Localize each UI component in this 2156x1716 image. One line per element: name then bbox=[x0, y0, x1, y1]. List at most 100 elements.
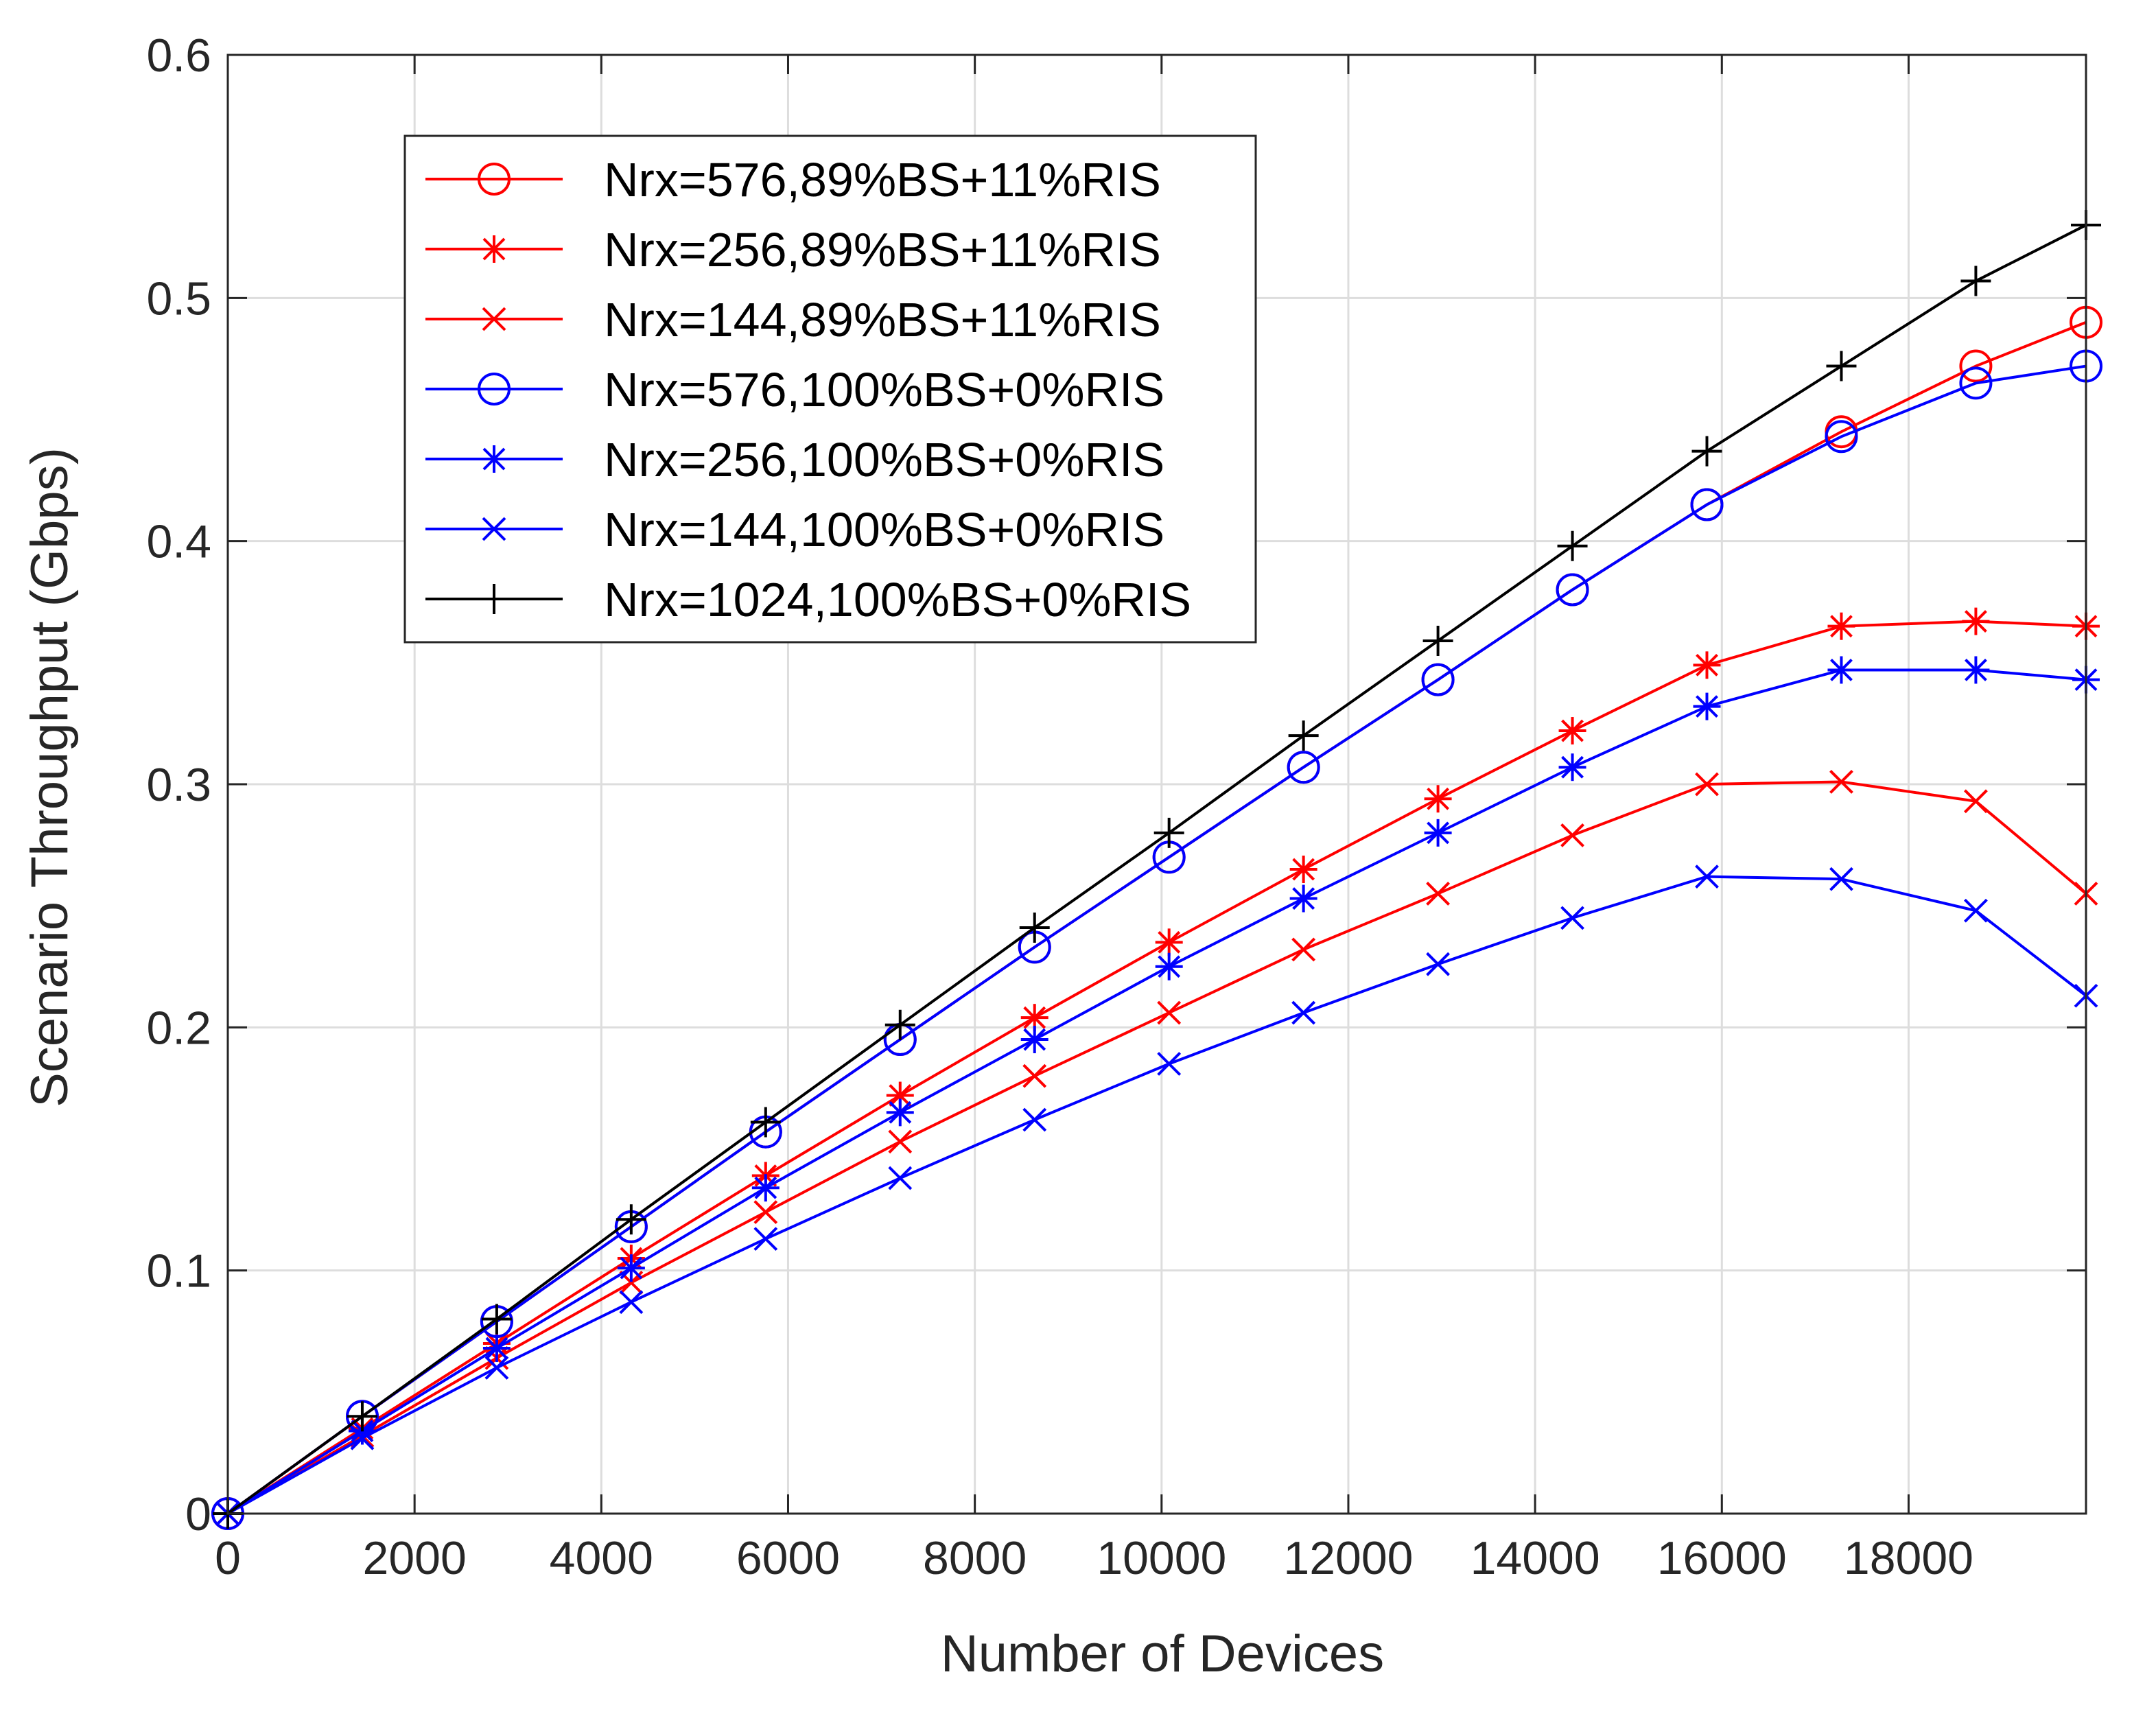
data-point bbox=[1020, 1004, 1048, 1032]
legend-marker bbox=[478, 373, 511, 406]
legend-label: Nrx=144,100%BS+0%RIS bbox=[604, 503, 1164, 556]
y-tick-label: 0.4 bbox=[146, 516, 211, 568]
axes-layer bbox=[226, 54, 2087, 1515]
x-tick-label: 10000 bbox=[1097, 1532, 1226, 1584]
data-point bbox=[1560, 906, 1584, 930]
data-point bbox=[888, 1166, 913, 1190]
legend-label: Nrx=144,89%BS+11%RIS bbox=[604, 293, 1161, 346]
data-point bbox=[1157, 1000, 1182, 1025]
legend-marker bbox=[482, 307, 506, 331]
data-point bbox=[1426, 952, 1451, 976]
x-tick-label: 16000 bbox=[1657, 1532, 1787, 1584]
data-point bbox=[1695, 772, 1719, 797]
data-point bbox=[1558, 753, 1586, 781]
x-tick-label: 18000 bbox=[1844, 1532, 1973, 1584]
x-tick-label: 14000 bbox=[1470, 1532, 1600, 1584]
data-point bbox=[1155, 952, 1183, 980]
data-point bbox=[1020, 1026, 1048, 1054]
data-point bbox=[617, 1254, 645, 1282]
legend-item: Nrx=144,89%BS+11%RIS bbox=[425, 293, 1161, 346]
legend-marker bbox=[482, 517, 506, 541]
legend-marker bbox=[480, 235, 508, 263]
data-point bbox=[1825, 420, 1858, 454]
data-point bbox=[1022, 1063, 1047, 1088]
data-point bbox=[1556, 573, 1589, 607]
legend-item: Nrx=256,89%BS+11%RIS bbox=[425, 223, 1161, 277]
x-tick-label: 2000 bbox=[363, 1532, 467, 1584]
data-point bbox=[1962, 607, 1990, 635]
legend-item: Nrx=576,100%BS+0%RIS bbox=[425, 363, 1164, 416]
data-point bbox=[1153, 817, 1184, 848]
data-point bbox=[1424, 785, 1452, 813]
data-point bbox=[350, 1426, 375, 1450]
x-tick-label: 6000 bbox=[736, 1532, 840, 1584]
data-point bbox=[1022, 1107, 1047, 1132]
data-point bbox=[753, 1227, 778, 1251]
legend-item: Nrx=256,100%BS+0%RIS bbox=[425, 433, 1164, 486]
data-point bbox=[1829, 770, 1853, 794]
data-point bbox=[484, 1355, 509, 1380]
plot-area-frame bbox=[226, 54, 2087, 1515]
legend-label: Nrx=256,100%BS+0%RIS bbox=[604, 433, 1164, 486]
data-point bbox=[481, 1304, 512, 1335]
data-point bbox=[616, 1204, 646, 1235]
x-axis-label: Number of Devices bbox=[941, 1625, 1384, 1683]
data-point bbox=[884, 1009, 915, 1040]
series-layer bbox=[211, 210, 2102, 1530]
data-point bbox=[1157, 1052, 1182, 1076]
data-point bbox=[619, 1290, 644, 1315]
y-tick-label: 0.5 bbox=[146, 272, 211, 325]
y-tick-label: 0.2 bbox=[146, 1002, 211, 1054]
x-tick-label: 12000 bbox=[1283, 1532, 1413, 1584]
data-point bbox=[1964, 789, 1988, 814]
data-point bbox=[1964, 898, 1988, 923]
x-tick-label: 0 bbox=[215, 1532, 241, 1584]
data-point bbox=[1422, 625, 1453, 656]
y-tick-label: 0 bbox=[185, 1488, 211, 1540]
data-point bbox=[751, 1174, 780, 1202]
data-point bbox=[1291, 1000, 1316, 1025]
series-6 bbox=[215, 865, 2098, 1526]
y-tick-label: 0.3 bbox=[146, 759, 211, 811]
data-point bbox=[1288, 720, 1319, 751]
y-tick-label: 0.1 bbox=[146, 1245, 211, 1297]
x-tick-label: 8000 bbox=[923, 1532, 1027, 1584]
data-point bbox=[1424, 819, 1452, 847]
tick-labels: 0 2000 4000 6000 8000 10000 12000 14000 16000 180… bbox=[146, 30, 1973, 1584]
data-point bbox=[1155, 928, 1183, 956]
data-point bbox=[1829, 867, 1853, 891]
data-point bbox=[1287, 751, 1320, 784]
data-point bbox=[1827, 612, 1855, 640]
data-point bbox=[1826, 351, 1857, 381]
data-point bbox=[347, 1401, 377, 1432]
data-point bbox=[1959, 366, 1993, 400]
legend: Nrx=576,89%BS+11%RIS Nrx=256,89%BS+11%RIS… bbox=[403, 134, 1257, 644]
x-tick-label: 4000 bbox=[550, 1532, 653, 1584]
data-point bbox=[1557, 530, 1588, 561]
legend-item: Nrx=576,89%BS+11%RIS bbox=[425, 153, 1161, 207]
legend-marker bbox=[479, 584, 509, 614]
data-point bbox=[1695, 865, 1719, 889]
data-point bbox=[1019, 913, 1050, 943]
legend-label: Nrx=576,89%BS+11%RIS bbox=[604, 153, 1161, 207]
legend-label: Nrx=256,89%BS+11%RIS bbox=[604, 223, 1161, 277]
data-point bbox=[886, 1098, 914, 1127]
y-tick-label: 0.6 bbox=[146, 30, 211, 82]
data-point bbox=[1690, 488, 1724, 521]
legend-label: Nrx=576,100%BS+0%RIS bbox=[604, 363, 1164, 416]
data-point bbox=[1959, 349, 1993, 383]
data-point bbox=[1691, 436, 1722, 467]
legend-marker bbox=[478, 163, 511, 196]
y-axis-label: Scenario Throughput (Gbps) bbox=[21, 447, 79, 1107]
data-point bbox=[1289, 856, 1317, 884]
series-line bbox=[226, 364, 2087, 1515]
data-point bbox=[750, 1107, 781, 1138]
data-point bbox=[1560, 823, 1584, 847]
legend-item: Nrx=1024,100%BS+0%RIS bbox=[425, 573, 1191, 626]
data-point bbox=[1421, 663, 1455, 696]
data-point bbox=[888, 1129, 913, 1154]
data-point bbox=[753, 1200, 778, 1225]
data-point bbox=[1960, 266, 1991, 296]
legend-label: Nrx=1024,100%BS+0%RIS bbox=[604, 573, 1191, 626]
